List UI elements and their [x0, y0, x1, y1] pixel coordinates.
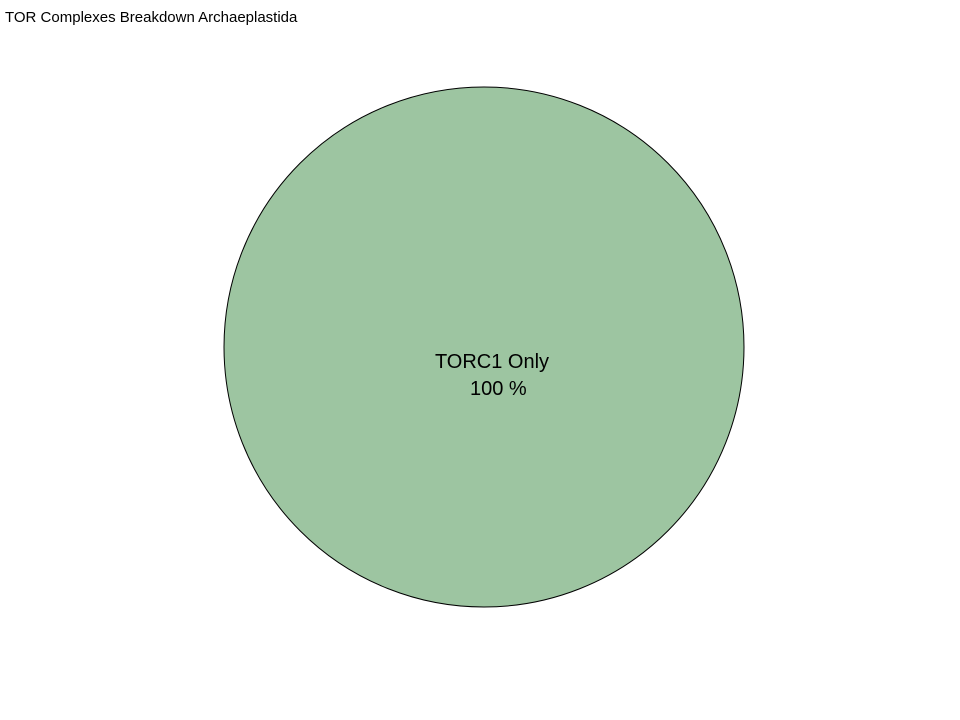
chart-title: TOR Complexes Breakdown Archaeplastida — [5, 9, 298, 26]
slice-label-name: TORC1 Only — [435, 351, 549, 373]
slice-label-percent: 100 % — [470, 378, 527, 400]
pie-slices — [223, 86, 745, 608]
pie-labels: TORC1 Only 100 % — [435, 351, 549, 400]
pie-slice-torc1-only — [223, 86, 745, 608]
